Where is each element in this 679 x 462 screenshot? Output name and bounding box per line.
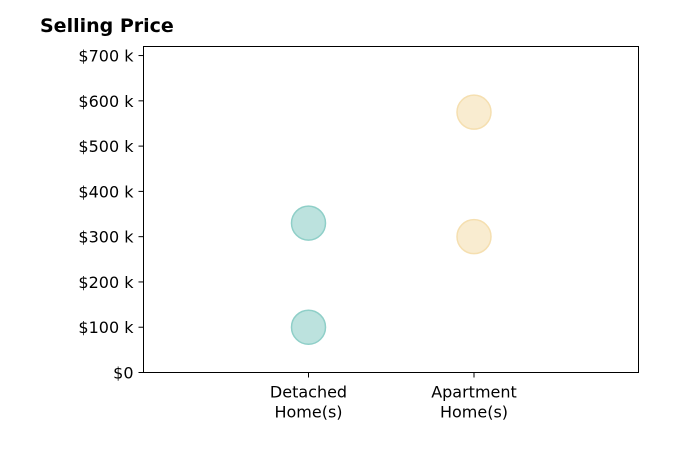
scatter-point [290, 309, 327, 345]
scatter-point [456, 94, 492, 130]
scatter-point [290, 205, 327, 241]
x-tick-label: Detached Home(s) [270, 383, 347, 422]
scatter-point [456, 218, 492, 255]
y-tick-label: $200 k [78, 273, 134, 292]
y-tick-label: $0 [113, 364, 133, 383]
y-tick-label: $400 k [78, 182, 134, 201]
y-axis: $0 $100 k $200 k $300 k $400 k $500 k $600 k $7… [78, 47, 144, 383]
x-axis: Detached Home(s) Apartment Home(s) [270, 372, 517, 422]
y-tick-label: $600 k [78, 92, 134, 111]
x-tick-label: Apartment Home(s) [431, 383, 517, 422]
y-tick-label: $300 k [78, 228, 134, 247]
chart-marks [290, 94, 492, 345]
y-tick-label: $500 k [78, 137, 134, 156]
y-tick-label: $100 k [78, 318, 134, 337]
y-tick-label: $700 k [78, 47, 134, 66]
chart-title: Selling Price [40, 15, 174, 37]
plot-area-frame [143, 46, 639, 373]
